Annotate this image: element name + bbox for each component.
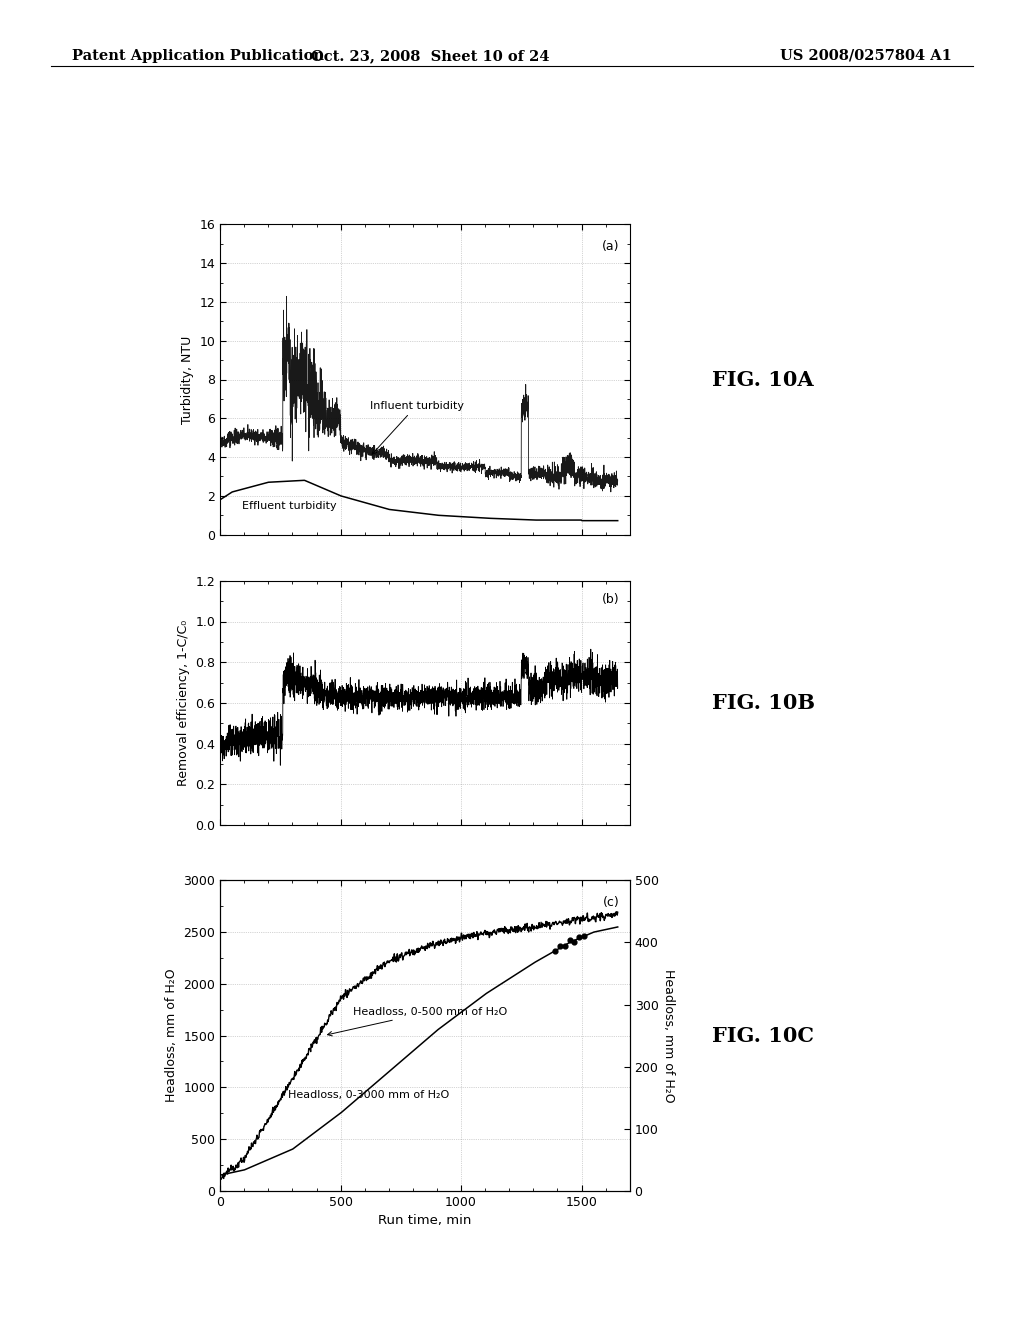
Text: FIG. 10B: FIG. 10B bbox=[712, 693, 815, 713]
Text: (c): (c) bbox=[603, 896, 620, 909]
Point bbox=[571, 927, 588, 948]
Y-axis label: Turbidity, NTU: Turbidity, NTU bbox=[181, 335, 194, 424]
Text: Influent turbidity: Influent turbidity bbox=[370, 400, 464, 454]
Text: FIG. 10C: FIG. 10C bbox=[712, 1026, 814, 1045]
Point bbox=[547, 940, 563, 961]
Y-axis label: Removal efficiency, 1-C/C₀: Removal efficiency, 1-C/C₀ bbox=[177, 620, 189, 785]
Point bbox=[556, 936, 572, 957]
Text: Headloss, 0-3000 mm of H₂O: Headloss, 0-3000 mm of H₂O bbox=[288, 1089, 449, 1100]
Point bbox=[566, 932, 583, 953]
Text: Oct. 23, 2008  Sheet 10 of 24: Oct. 23, 2008 Sheet 10 of 24 bbox=[311, 49, 549, 63]
Text: (a): (a) bbox=[602, 240, 620, 253]
Text: FIG. 10A: FIG. 10A bbox=[712, 370, 813, 389]
Point bbox=[552, 936, 568, 957]
Text: Headloss, 0-500 mm of H₂O: Headloss, 0-500 mm of H₂O bbox=[328, 1007, 507, 1036]
Y-axis label: Headloss, mm of H₂O: Headloss, mm of H₂O bbox=[663, 969, 675, 1102]
X-axis label: Run time, min: Run time, min bbox=[378, 1214, 472, 1228]
Text: Patent Application Publication: Patent Application Publication bbox=[72, 49, 324, 63]
Text: US 2008/0257804 A1: US 2008/0257804 A1 bbox=[780, 49, 952, 63]
Point bbox=[561, 929, 578, 950]
Point bbox=[575, 925, 592, 946]
Text: (b): (b) bbox=[602, 593, 620, 606]
Text: Effluent turbidity: Effluent turbidity bbox=[242, 502, 337, 511]
Y-axis label: Headloss, mm of H₂O: Headloss, mm of H₂O bbox=[165, 969, 178, 1102]
